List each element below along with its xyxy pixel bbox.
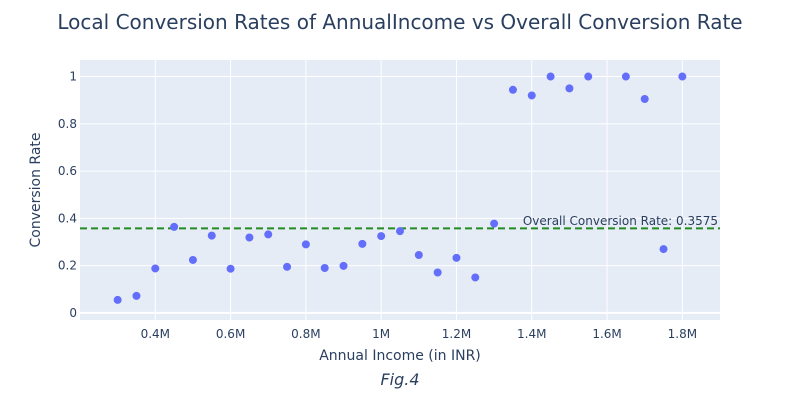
data-point[interactable] (188, 255, 197, 264)
data-point[interactable] (132, 291, 141, 300)
data-point[interactable] (640, 95, 649, 103)
x-tick-label: 1.8M (668, 327, 697, 341)
data-point[interactable] (546, 72, 555, 81)
plot-area (80, 60, 720, 320)
y-tick-label: 0 (69, 306, 77, 320)
y-tick-label: 0.8 (58, 117, 77, 131)
data-point[interactable] (377, 232, 386, 241)
y-tick-label: 1 (69, 70, 77, 84)
data-point[interactable] (414, 251, 423, 259)
data-point[interactable] (339, 261, 348, 270)
x-tick-label: 0.4M (141, 327, 170, 341)
x-tick-label: 0.6M (216, 327, 245, 341)
data-point[interactable] (245, 233, 254, 242)
y-axis-ticks: 0 0.2 0.4 0.6 0.8 1 (58, 70, 77, 320)
y-tick-label: 0.6 (58, 164, 77, 178)
reference-line-label: Overall Conversion Rate: 0.3575 (523, 214, 718, 228)
y-tick-label: 0.2 (58, 259, 77, 273)
figure-caption: Fig.4 (380, 370, 419, 389)
data-point[interactable] (226, 264, 235, 273)
data-point[interactable] (320, 264, 329, 272)
data-point[interactable] (659, 245, 668, 254)
data-point[interactable] (452, 253, 461, 262)
data-point[interactable] (584, 72, 593, 81)
data-point[interactable] (283, 262, 292, 271)
grid-lines (80, 60, 720, 320)
data-point[interactable] (433, 268, 442, 277)
chart-title: Local Conversion Rates of AnnualIncome v… (57, 10, 742, 34)
data-point[interactable] (151, 264, 160, 273)
data-point[interactable] (678, 72, 687, 81)
y-tick-label: 0.4 (58, 211, 77, 225)
x-axis-ticks: 0.4M 0.6M 0.8M 1M 1.2M 1.4M 1.6M 1.8M (141, 327, 697, 341)
data-point[interactable] (358, 239, 367, 248)
data-point[interactable] (264, 230, 273, 239)
data-point[interactable] (527, 91, 536, 100)
data-point[interactable] (301, 240, 310, 249)
x-tick-label: 1.6M (592, 327, 621, 341)
data-point[interactable] (113, 295, 122, 304)
data-point[interactable] (508, 85, 517, 94)
x-tick-label: 1.4M (517, 327, 546, 341)
x-tick-label: 1M (372, 327, 390, 341)
data-point[interactable] (471, 273, 480, 282)
data-point[interactable] (170, 222, 179, 231)
data-point[interactable] (621, 72, 630, 81)
x-axis-label: Annual Income (in INR) (319, 348, 481, 364)
data-point[interactable] (565, 84, 574, 93)
y-axis-label: Conversion Rate (28, 132, 44, 247)
data-point[interactable] (207, 231, 216, 240)
x-tick-label: 0.8M (291, 327, 320, 341)
data-point[interactable] (490, 219, 499, 228)
data-points (113, 72, 687, 304)
x-tick-label: 1.2M (442, 327, 471, 341)
data-point[interactable] (396, 227, 404, 236)
